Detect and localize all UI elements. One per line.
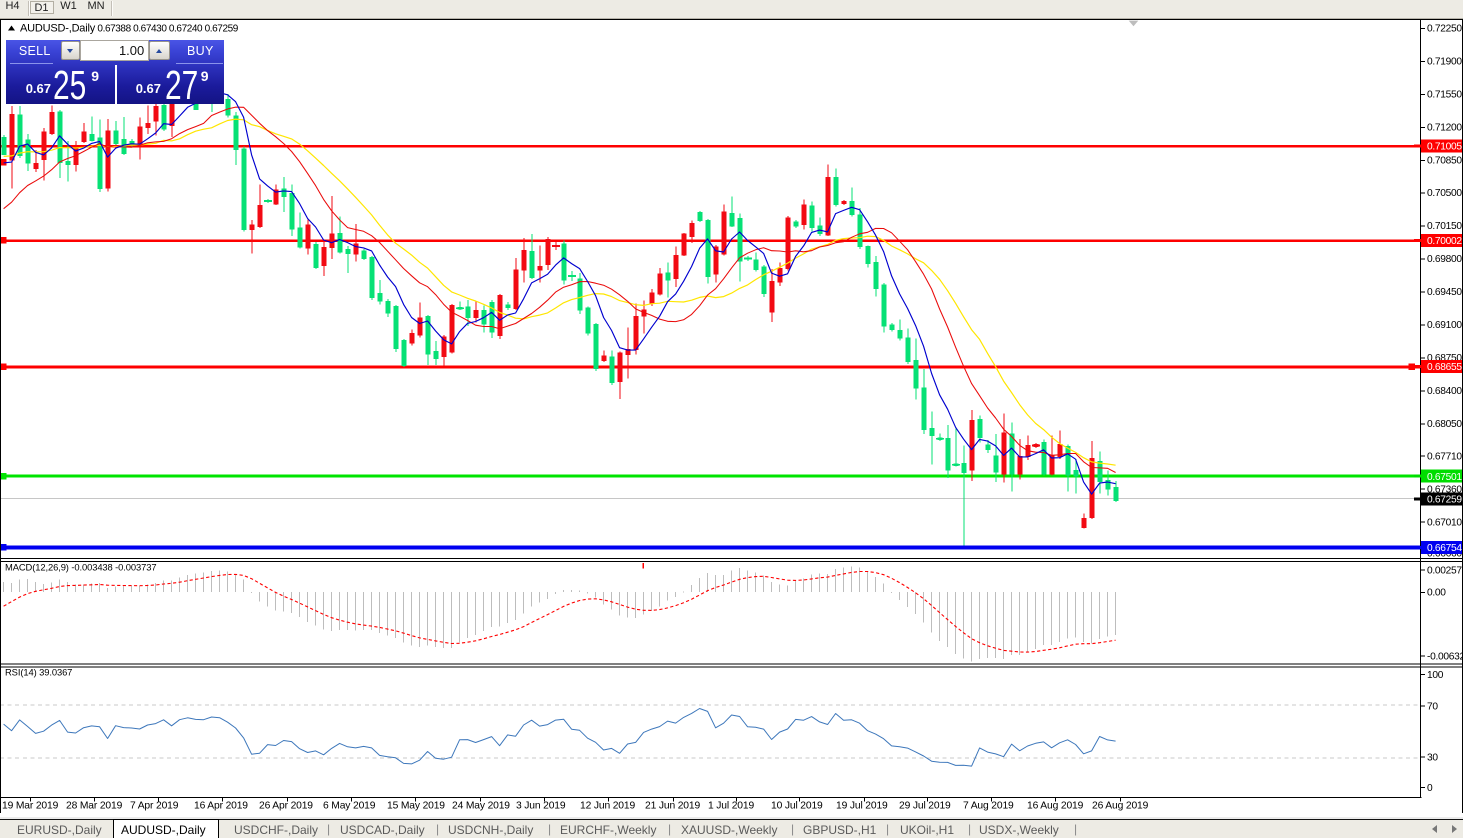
svg-text:0.71005: 0.71005: [1427, 141, 1462, 152]
svg-text:0.72250: 0.72250: [1427, 24, 1462, 35]
svg-text:0.002574: 0.002574: [1427, 565, 1463, 576]
svg-text:0.67010: 0.67010: [1427, 517, 1462, 528]
svg-text:21 Jun 2019: 21 Jun 2019: [645, 801, 700, 812]
svg-text:0.68750: 0.68750: [1427, 353, 1462, 364]
svg-text:0.71550: 0.71550: [1427, 90, 1462, 101]
svg-text:19 Mar 2019: 19 Mar 2019: [2, 801, 59, 812]
svg-text:16 Aug 2019: 16 Aug 2019: [1027, 801, 1084, 812]
svg-text:0.66754: 0.66754: [1427, 543, 1462, 554]
svg-text:7 Aug 2019: 7 Aug 2019: [963, 801, 1014, 812]
svg-text:19 Jul 2019: 19 Jul 2019: [836, 801, 888, 812]
svg-text:0.68400: 0.68400: [1427, 386, 1462, 397]
svg-text:26 Aug 2019: 26 Aug 2019: [1092, 801, 1149, 812]
svg-text:MACD(12,26,9) -0.003438 -0.003: MACD(12,26,9) -0.003438 -0.003737: [5, 562, 156, 573]
svg-text:1 Jul 2019: 1 Jul 2019: [708, 801, 754, 812]
svg-text:0.67259: 0.67259: [1427, 495, 1462, 506]
svg-text:0.69450: 0.69450: [1427, 287, 1462, 298]
svg-text:3 Jun 2019: 3 Jun 2019: [516, 801, 566, 812]
svg-text:0.00: 0.00: [1427, 588, 1446, 599]
svg-text:29 Jul 2019: 29 Jul 2019: [899, 801, 951, 812]
svg-text:0.71900: 0.71900: [1427, 57, 1462, 68]
svg-text:7 Apr 2019: 7 Apr 2019: [130, 801, 179, 812]
svg-text:0.70500: 0.70500: [1427, 188, 1462, 199]
svg-text:10 Jul 2019: 10 Jul 2019: [771, 801, 823, 812]
svg-text:30: 30: [1427, 752, 1438, 763]
svg-text:24 May 2019: 24 May 2019: [452, 801, 510, 812]
svg-text:0.71200: 0.71200: [1427, 123, 1462, 134]
svg-text:0.67360: 0.67360: [1427, 484, 1462, 495]
svg-text:RSI(14) 39.0367: RSI(14) 39.0367: [5, 667, 72, 678]
svg-text:12 Jun 2019: 12 Jun 2019: [580, 801, 635, 812]
svg-text:AUDUSD-,Daily 0.67388 0.67430: AUDUSD-,Daily 0.67388 0.67430 0.67240 0.…: [20, 23, 239, 35]
svg-text:28 Mar 2019: 28 Mar 2019: [66, 801, 123, 812]
svg-text:100: 100: [1427, 670, 1444, 681]
svg-text:15 May 2019: 15 May 2019: [387, 801, 445, 812]
svg-text:26 Apr 2019: 26 Apr 2019: [259, 801, 313, 812]
svg-text:0.68050: 0.68050: [1427, 419, 1462, 430]
svg-text:0.70002: 0.70002: [1427, 236, 1462, 247]
svg-text:0.70850: 0.70850: [1427, 156, 1462, 167]
svg-text:0: 0: [1427, 783, 1433, 794]
svg-text:0.67501: 0.67501: [1427, 472, 1462, 483]
svg-text:0.68655: 0.68655: [1427, 362, 1462, 373]
svg-text:6 May 2019: 6 May 2019: [323, 801, 376, 812]
svg-text:0.69800: 0.69800: [1427, 254, 1462, 265]
svg-text:0.69100: 0.69100: [1427, 320, 1462, 331]
svg-text:-0.006326: -0.006326: [1427, 651, 1463, 662]
svg-text:0.70150: 0.70150: [1427, 221, 1462, 232]
svg-text:0.67710: 0.67710: [1427, 451, 1462, 462]
svg-text:16 Apr 2019: 16 Apr 2019: [194, 801, 248, 812]
svg-text:70: 70: [1427, 701, 1438, 712]
